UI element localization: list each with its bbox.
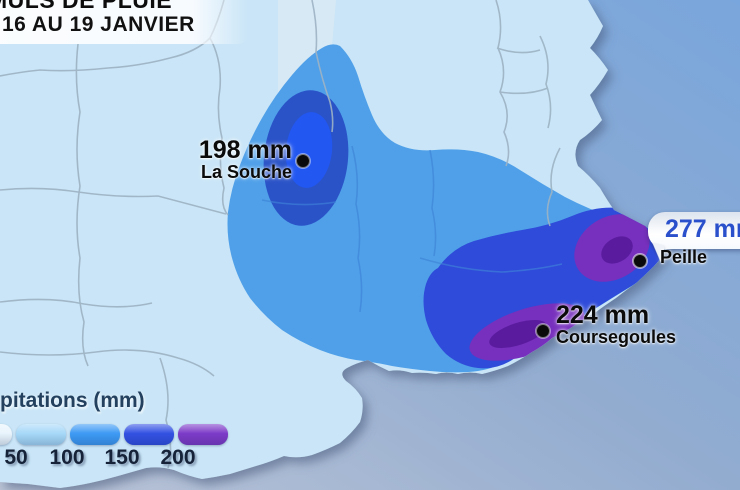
title-line1: MULS DE PLUIE [0, 0, 173, 13]
title-banner: MULS DE PLUIE 16 AU 19 JANVIER [0, 0, 248, 44]
callout-peille: 277 mm [648, 212, 740, 249]
rain-cell-coursegoules-core [489, 320, 547, 348]
rain-value: 224 mm [556, 301, 650, 329]
department-borders-in-rain [261, 145, 563, 313]
rain-cell-peille-core [601, 236, 633, 264]
legend-swatch-4 [178, 424, 228, 445]
rain-cell-lasouche-core [285, 112, 333, 188]
rain-value: 198 mm [198, 136, 292, 164]
station-label-la-souche: 198 mm La Souche [150, 137, 292, 182]
station-label-peille: Peille [660, 247, 708, 267]
title-line2: 16 AU 19 JANVIER [2, 13, 195, 36]
legend-swatch-1 [16, 424, 66, 445]
rain-value: 277 mm [665, 215, 740, 243]
legend-swatch-3 [124, 424, 174, 445]
legend-title: pitations (mm) [0, 389, 145, 412]
legend-tick-100: 100 [49, 446, 85, 469]
legend-tick-150: 150 [104, 446, 140, 469]
legend-tick-50: 50 [4, 446, 28, 469]
legend-tick-200: 200 [160, 446, 196, 469]
station-dot-coursegoules [535, 323, 551, 339]
place-name: Coursegoules [556, 327, 677, 348]
station-dot-peille [632, 253, 648, 269]
station-dot-la-souche [295, 153, 311, 169]
legend-swatch-0 [0, 424, 12, 445]
place-name: La Souche [200, 162, 292, 183]
station-label-coursegoules: 224 mm Coursegoules [556, 302, 676, 347]
legend-swatch-2 [70, 424, 120, 445]
